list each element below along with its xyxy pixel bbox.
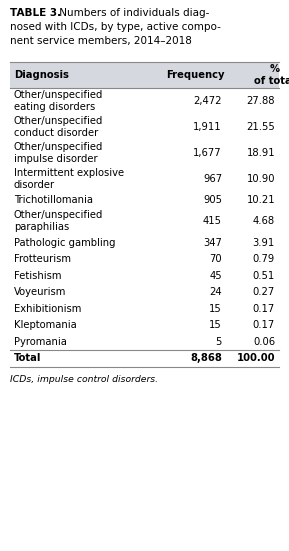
Text: Total: Total <box>14 353 41 363</box>
Text: Exhibitionism: Exhibitionism <box>14 304 81 314</box>
Text: 15: 15 <box>209 320 222 330</box>
Text: Frequency: Frequency <box>166 70 224 80</box>
Text: Other/unspecified
impulse disorder: Other/unspecified impulse disorder <box>14 142 103 164</box>
Text: 1,677: 1,677 <box>193 148 222 158</box>
Text: 1,911: 1,911 <box>193 122 222 132</box>
Text: nosed with ICDs, by type, active compo-: nosed with ICDs, by type, active compo- <box>10 22 221 32</box>
Text: 0.06: 0.06 <box>253 337 275 347</box>
Text: Frotteurism: Frotteurism <box>14 254 71 264</box>
Text: 0.17: 0.17 <box>253 320 275 330</box>
Text: 4.68: 4.68 <box>253 217 275 226</box>
Text: Pyromania: Pyromania <box>14 337 67 347</box>
Text: 5: 5 <box>216 337 222 347</box>
Text: Diagnosis: Diagnosis <box>14 70 69 80</box>
Text: Fetishism: Fetishism <box>14 271 62 281</box>
Text: 905: 905 <box>203 195 222 206</box>
Text: 45: 45 <box>209 271 222 281</box>
Text: 27.88: 27.88 <box>247 96 275 106</box>
Text: Pathologic gambling: Pathologic gambling <box>14 237 116 248</box>
Text: 21.55: 21.55 <box>246 122 275 132</box>
Text: ICDs, impulse control disorders.: ICDs, impulse control disorders. <box>10 375 158 383</box>
Text: Kleptomania: Kleptomania <box>14 320 77 330</box>
Text: Other/unspecified
paraphilias: Other/unspecified paraphilias <box>14 210 103 233</box>
Text: 100.00: 100.00 <box>236 353 275 363</box>
Text: 15: 15 <box>209 304 222 314</box>
Text: 2,472: 2,472 <box>194 96 222 106</box>
Text: 415: 415 <box>203 217 222 226</box>
Text: 0.51: 0.51 <box>253 271 275 281</box>
Text: Other/unspecified
conduct disorder: Other/unspecified conduct disorder <box>14 116 103 138</box>
Text: 0.79: 0.79 <box>253 254 275 264</box>
Text: Other/unspecified
eating disorders: Other/unspecified eating disorders <box>14 90 103 112</box>
Text: Trichotillomania: Trichotillomania <box>14 195 93 206</box>
Text: 10.21: 10.21 <box>247 195 275 206</box>
Text: 3.91: 3.91 <box>253 237 275 248</box>
Text: 347: 347 <box>203 237 222 248</box>
Text: 967: 967 <box>203 174 222 184</box>
Text: Intermittent explosive
disorder: Intermittent explosive disorder <box>14 168 124 190</box>
Text: 24: 24 <box>209 287 222 297</box>
Text: nent service members, 2014–2018: nent service members, 2014–2018 <box>10 36 192 46</box>
Text: 0.27: 0.27 <box>253 287 275 297</box>
Text: 8,868: 8,868 <box>190 353 222 363</box>
Text: TABLE 3.: TABLE 3. <box>10 8 61 18</box>
Text: Numbers of individuals diag-: Numbers of individuals diag- <box>56 8 209 18</box>
Text: 70: 70 <box>209 254 222 264</box>
Text: %
of total: % of total <box>254 64 289 86</box>
Text: 0.17: 0.17 <box>253 304 275 314</box>
Text: 10.90: 10.90 <box>247 174 275 184</box>
Text: Voyeurism: Voyeurism <box>14 287 66 297</box>
Bar <box>10 62 279 88</box>
Text: 18.91: 18.91 <box>247 148 275 158</box>
